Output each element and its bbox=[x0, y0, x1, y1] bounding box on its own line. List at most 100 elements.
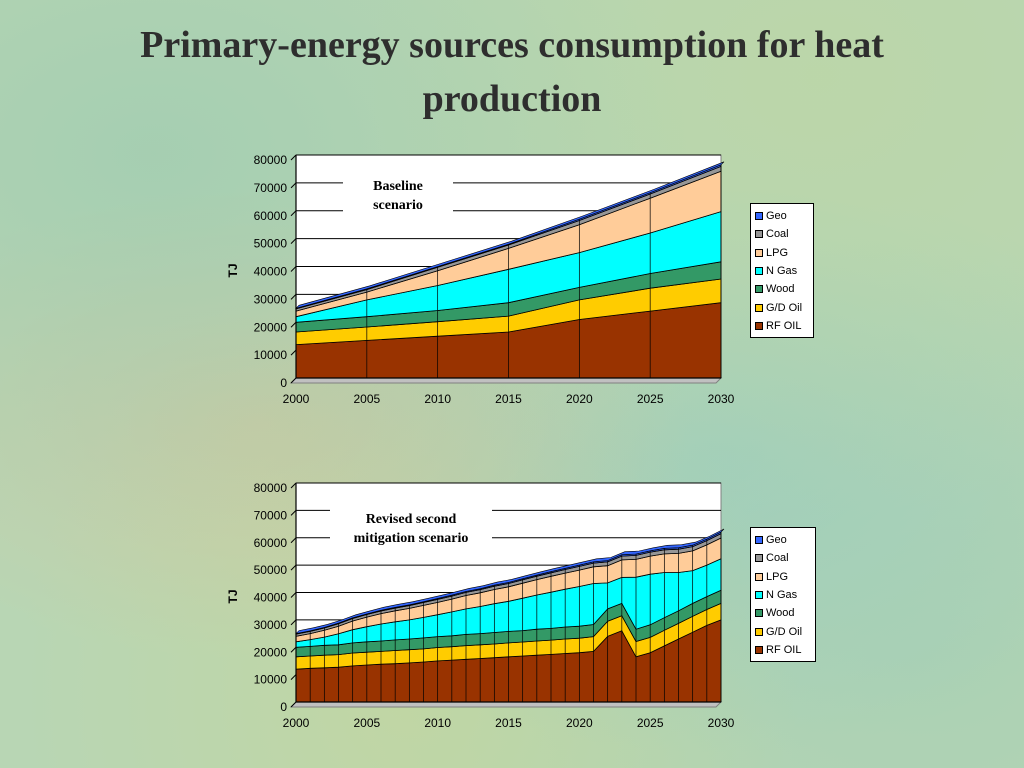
chart1-x-tick-label: 2030 bbox=[708, 392, 735, 406]
chart1-top-surface bbox=[294, 161, 725, 309]
legend-swatch bbox=[755, 248, 763, 257]
chart2-gridline-depth bbox=[290, 510, 297, 516]
chart1-y-tick-label: 10000 bbox=[254, 348, 288, 362]
legend-item: Wood bbox=[755, 280, 809, 298]
chart2-gridline-depth bbox=[290, 619, 297, 626]
legend-item: Wood bbox=[755, 604, 811, 622]
legend-item: Coal bbox=[755, 549, 811, 567]
chart1-floor bbox=[289, 377, 723, 384]
chart1-y-tick-label: 20000 bbox=[254, 320, 288, 334]
chart1-gridline-depth bbox=[290, 349, 297, 356]
chart2-x-tick-label: 2020 bbox=[566, 716, 593, 730]
legend-label: Geo bbox=[766, 210, 787, 223]
chart1-x-tick-label: 2015 bbox=[495, 392, 522, 406]
chart2-gridline-depth bbox=[290, 537, 297, 544]
legend-label: Coal bbox=[766, 228, 789, 241]
revised-scenario-label: Revised second mitigation scenario bbox=[330, 509, 492, 549]
legend-item: Coal bbox=[755, 225, 809, 243]
legend-swatch bbox=[755, 285, 763, 294]
chart2-y-tick-label: 60000 bbox=[254, 536, 288, 550]
legend-item: Geo bbox=[755, 531, 811, 549]
chart1-y-tick-label: 50000 bbox=[254, 237, 288, 251]
legend-item: LPG bbox=[755, 244, 809, 262]
legend-swatch bbox=[755, 645, 763, 654]
legend-swatch bbox=[755, 572, 763, 581]
legend-swatch bbox=[755, 627, 763, 636]
revised-mitigation-scenario-chart: 0 10000 20000 30000 40000 50000 60000 70000 8000… bbox=[0, 465, 1024, 740]
legend-swatch bbox=[755, 591, 763, 600]
chart2-floor bbox=[289, 701, 723, 708]
chart1-y-tick-label: 40000 bbox=[254, 265, 288, 279]
chart2-x-tick-label: 2005 bbox=[353, 716, 380, 730]
chart2-x-tick-label: 2015 bbox=[495, 716, 522, 730]
chart2-gridline-depth bbox=[290, 564, 297, 571]
chart1-y-axis-label: TJ bbox=[226, 263, 240, 277]
legend-swatch bbox=[755, 303, 763, 312]
legend-item: Geo bbox=[755, 207, 809, 225]
legend-label: G/D Oil bbox=[766, 625, 803, 638]
slide-title: Primary-energy sources consumption for h… bbox=[140, 24, 884, 120]
legend-swatch bbox=[755, 321, 763, 330]
legend-label: Wood bbox=[766, 283, 795, 296]
chart1-gridline-depth bbox=[290, 154, 297, 161]
chart2-y-tick-label: 30000 bbox=[254, 618, 288, 632]
revised-chart-svg: 0 10000 20000 30000 40000 50000 60000 70000 8000… bbox=[226, 481, 735, 730]
legend-label: RF OIL bbox=[766, 643, 802, 656]
chart2-y-axis-label: TJ bbox=[226, 589, 240, 603]
chart1-x-tick-label: 2010 bbox=[424, 392, 451, 406]
chart2-x-tick-label: 2030 bbox=[708, 716, 735, 730]
chart2-gridline-depth bbox=[290, 701, 297, 708]
chart1-y-tick-label: 30000 bbox=[254, 292, 288, 306]
chart1-y-tick-label: 80000 bbox=[254, 153, 288, 167]
chart2-gridline-depth bbox=[290, 592, 297, 598]
chart2-y-tick-label: 50000 bbox=[254, 563, 288, 577]
chart2-x-tick-label: 2000 bbox=[283, 716, 310, 730]
revised-legend: Geo Coal LPG N Gas Wood G/D Oil RF OIL bbox=[750, 527, 816, 663]
chart1-gridline-depth bbox=[290, 321, 297, 328]
legend-swatch bbox=[755, 536, 763, 545]
chart2-y-tick-label: 40000 bbox=[254, 591, 288, 605]
legend-label: LPG bbox=[766, 246, 789, 259]
baseline-legend: Geo Coal LPG N Gas Wood G/D Oil RF OIL bbox=[750, 203, 814, 339]
chart2-y-tick-label: 0 bbox=[280, 700, 287, 714]
chart1-y-tick-label: 70000 bbox=[254, 181, 288, 195]
legend-swatch bbox=[755, 609, 763, 618]
legend-label: Geo bbox=[766, 534, 787, 547]
chart1-gridline-depth bbox=[290, 294, 297, 300]
chart1-x-tick-label: 2025 bbox=[637, 392, 664, 406]
chart1-gridline-depth bbox=[290, 210, 297, 217]
legend-item: LPG bbox=[755, 568, 811, 586]
legend-item: RF OIL bbox=[755, 641, 811, 659]
legend-swatch bbox=[755, 267, 763, 276]
chart1-gridline-depth bbox=[290, 238, 297, 244]
chart1-y-tick-label: 60000 bbox=[254, 209, 288, 223]
chart1-gridline-depth bbox=[290, 377, 297, 384]
chart2-y-tick-label: 70000 bbox=[254, 508, 288, 522]
legend-swatch bbox=[755, 554, 763, 563]
chart2-gridline-depth bbox=[290, 482, 297, 489]
legend-item: G/D Oil bbox=[755, 298, 809, 316]
chart2-x-tick-label: 2025 bbox=[637, 716, 664, 730]
chart1-x-tick-label: 2000 bbox=[283, 392, 310, 406]
baseline-scenario-label: Baseline scenario bbox=[343, 176, 453, 216]
chart2-y-tick-label: 20000 bbox=[254, 645, 288, 659]
legend-swatch bbox=[755, 230, 763, 239]
chart1-y-tick-label: 0 bbox=[280, 376, 287, 390]
legend-label: G/D Oil bbox=[766, 301, 803, 314]
legend-label: Coal bbox=[766, 552, 789, 565]
chart1-gridline-depth bbox=[290, 182, 297, 189]
legend-label: LPG bbox=[766, 570, 789, 583]
legend-label: N Gas bbox=[766, 265, 798, 278]
legend-item: N Gas bbox=[755, 586, 811, 604]
chart2-top-surface bbox=[295, 528, 725, 635]
baseline-chart-svg: 0 10000 20000 30000 40000 50000 60000 70000 8000… bbox=[226, 153, 735, 406]
chart2-y-tick-label: 10000 bbox=[254, 673, 288, 687]
chart1-gridline-depth bbox=[290, 266, 297, 272]
chart2-x-tick-label: 2010 bbox=[424, 716, 451, 730]
chart2-gridline-depth bbox=[290, 646, 297, 653]
legend-swatch bbox=[755, 212, 763, 221]
legend-item: G/D Oil bbox=[755, 622, 811, 640]
chart1-x-tick-label: 2005 bbox=[353, 392, 380, 406]
baseline-scenario-chart: 0 10000 20000 30000 40000 50000 60000 70000 8000… bbox=[0, 140, 1024, 420]
legend-label: RF OIL bbox=[766, 319, 802, 332]
